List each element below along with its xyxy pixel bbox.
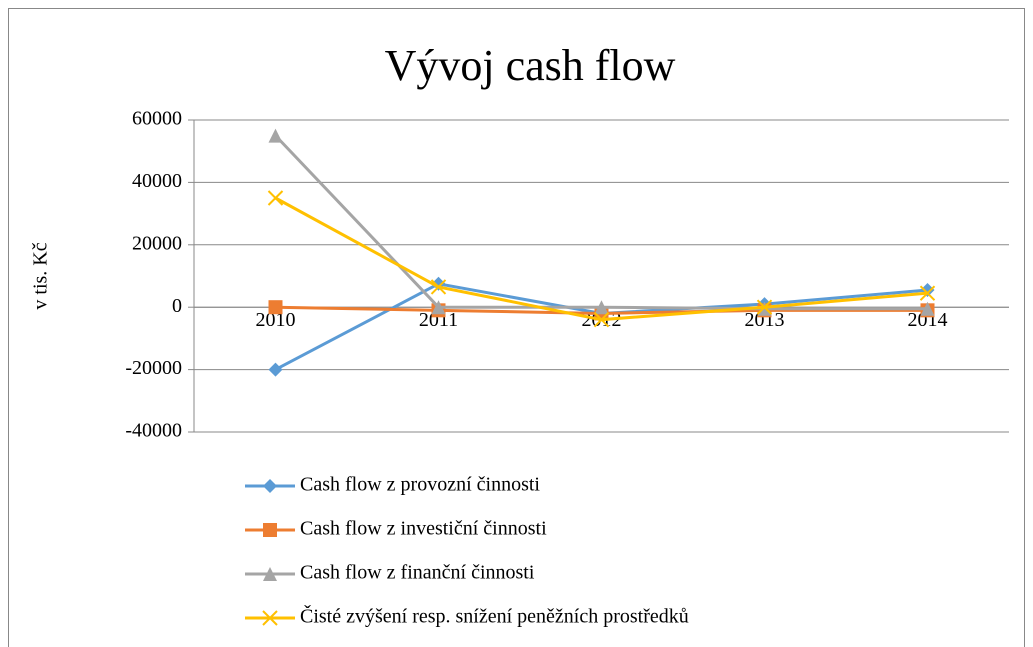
legend-marker	[263, 523, 277, 537]
data-point	[431, 300, 446, 315]
data-point	[593, 311, 610, 328]
x-tick-label: 2011	[419, 309, 458, 331]
legend-marker	[263, 479, 277, 493]
y-tick-label: 60000	[132, 108, 182, 130]
x-tick-label: 2010	[256, 309, 296, 331]
legend-marker	[262, 610, 278, 626]
data-point	[268, 300, 283, 315]
data-point	[756, 299, 773, 315]
y-tick-label: -40000	[125, 420, 182, 442]
data-point	[430, 279, 447, 295]
y-tick-label: 0	[172, 295, 182, 317]
data-point	[594, 300, 609, 315]
legend-label: Čisté zvýšení resp. snížení peněžních pr…	[300, 604, 689, 628]
x-tick-label: 2014	[908, 309, 948, 331]
chart-title: Vývoj cash flow	[385, 41, 676, 90]
data-point	[267, 190, 284, 206]
legend-marker	[263, 567, 277, 581]
y-tick-label: 40000	[132, 170, 182, 192]
data-point	[919, 285, 936, 301]
data-point	[757, 301, 772, 316]
y-axis-label: v tis. Kč	[30, 242, 52, 309]
chart-border	[8, 8, 1025, 647]
data-point	[268, 362, 283, 377]
data-point	[268, 128, 283, 143]
y-tick-label: 20000	[132, 232, 182, 254]
x-tick-label: 2013	[745, 309, 785, 331]
legend-label: Cash flow z finanční činnosti	[300, 562, 535, 584]
y-tick-label: -20000	[125, 357, 182, 379]
legend-label: Cash flow z provozní činnosti	[300, 474, 540, 496]
legend-label: Cash flow z investiční činnosti	[300, 518, 547, 540]
data-point	[920, 301, 935, 316]
